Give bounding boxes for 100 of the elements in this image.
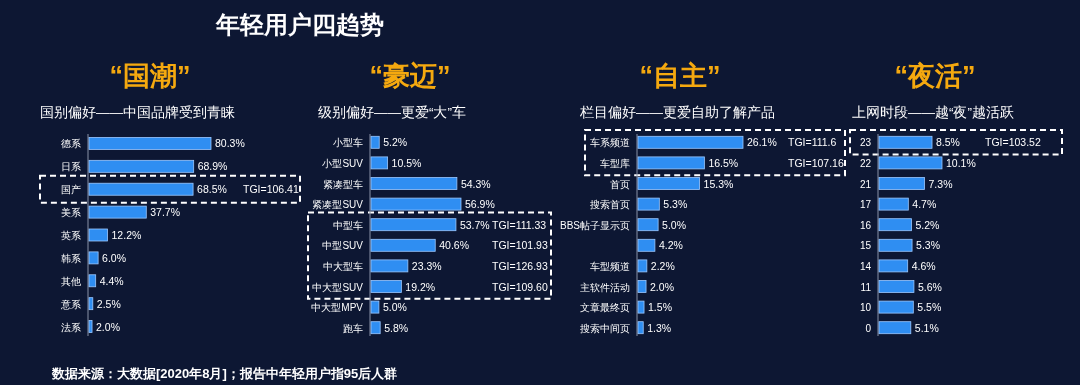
- y-tick-label: 16: [859, 219, 872, 231]
- y-tick-label: 10: [859, 302, 872, 314]
- y-tick-label: 中大型SUV: [312, 281, 364, 293]
- bar: [637, 135, 744, 149]
- text: TGI=103.52: [985, 136, 1041, 149]
- y-tick-label: 英系: [61, 230, 81, 241]
- bar: [878, 259, 909, 273]
- bar: [370, 156, 389, 170]
- data-label: 23.3%: [411, 259, 442, 272]
- bar: [637, 321, 644, 335]
- y-tick-label: 德系: [61, 138, 81, 150]
- y-tick-label: 法系: [61, 321, 81, 333]
- data-label: 10.5%: [391, 156, 422, 169]
- bar: [370, 280, 402, 293]
- y-tick-label: 车型库: [600, 157, 630, 169]
- bar: [637, 218, 659, 232]
- y-tick-label: 23: [859, 137, 872, 149]
- y-tick-label: 中大型MPV: [311, 302, 364, 314]
- data-label: 1.3%: [647, 321, 672, 334]
- y-tick-label: 中大型车: [323, 260, 363, 272]
- bar: [370, 259, 409, 273]
- data-label: 16.5%: [708, 156, 739, 169]
- y-tick-label: 文章最终页: [580, 302, 630, 314]
- y-tick-label: 其他: [61, 275, 81, 287]
- text: TGI=107.16: [788, 156, 844, 169]
- y-tick-label: 小型SUV: [322, 157, 364, 169]
- data-label: 4.2%: [658, 239, 683, 252]
- y-tick-label: 14: [859, 260, 872, 272]
- data-label: 54.3%: [460, 177, 491, 190]
- data-label: 56.9%: [465, 198, 495, 211]
- y-tick-label: 22: [859, 157, 872, 169]
- data-label: 6.0%: [102, 251, 127, 264]
- y-tick-label: 21: [859, 178, 872, 190]
- bar: [637, 156, 705, 170]
- data-label: 5.3%: [663, 198, 688, 211]
- data-label: 5.5%: [917, 301, 942, 314]
- bar: [637, 177, 700, 190]
- y-tick-label: 17: [859, 199, 872, 211]
- bar: [370, 177, 458, 190]
- text: TGI=101.93: [492, 239, 548, 252]
- data-label: 2.0%: [650, 280, 674, 293]
- bar: [88, 205, 147, 219]
- chart-subtitle: 栏目偏好——更爱自助了解产品: [579, 105, 775, 120]
- bar: [878, 177, 925, 190]
- y-tick-label: 中型车: [333, 219, 363, 231]
- data-label: 5.0%: [382, 301, 407, 314]
- data-label: 2.0%: [96, 320, 120, 333]
- data-label: 2.2%: [650, 259, 675, 272]
- bar: [878, 238, 913, 252]
- data-label: 19.2%: [405, 280, 436, 293]
- y-tick-label: 小型车: [333, 137, 363, 149]
- y-tick-label: 车型频道: [590, 260, 630, 272]
- chart-title: “夜活”: [894, 61, 976, 91]
- y-tick-label: 搜索中间页: [580, 322, 630, 334]
- y-tick-label: 韩系: [61, 252, 81, 264]
- data-label: 2.5%: [96, 297, 121, 310]
- y-tick-label: 11: [860, 281, 872, 293]
- data-label: 80.3%: [215, 137, 245, 150]
- bar: [637, 300, 645, 314]
- text: TGI=111.6: [788, 136, 837, 149]
- bar: [878, 156, 943, 170]
- bar: [370, 197, 462, 211]
- bar: [637, 238, 656, 252]
- text: TGI=109.60: [492, 280, 548, 293]
- data-label: 68.5%: [197, 183, 227, 196]
- data-label: 68.9%: [197, 160, 228, 173]
- data-label: 5.1%: [914, 321, 939, 334]
- data-label: 5.6%: [917, 280, 942, 293]
- y-tick-label: 国产: [61, 184, 81, 196]
- y-tick-label: BBS帖子显示页: [559, 219, 630, 231]
- data-label: 5.8%: [384, 321, 409, 334]
- bar: [88, 320, 93, 333]
- data-label: 12.2%: [111, 229, 142, 241]
- bar: [370, 218, 457, 232]
- text: TGI=106.41: [243, 183, 299, 196]
- bar: [88, 251, 99, 265]
- data-label: 40.6%: [439, 239, 469, 252]
- chart-title: “自主”: [639, 61, 721, 91]
- data-label: 7.3%: [928, 177, 953, 190]
- bar: [637, 197, 660, 211]
- y-tick-label: 车系频道: [590, 137, 630, 149]
- source-note: 数据来源：大数据[2020年8月]；报告中年轻用户指95后人群: [51, 366, 398, 381]
- chart-title: “豪迈”: [369, 61, 451, 91]
- chart-subtitle: 上网时段——越“夜”越活跃: [852, 105, 1014, 120]
- y-tick-label: 意系: [60, 298, 81, 310]
- y-tick-label: 跑车: [343, 322, 363, 334]
- y-tick-label: 紧凑型车: [323, 178, 363, 190]
- y-tick-label: 首页: [610, 178, 630, 190]
- bar: [370, 238, 436, 252]
- bar: [370, 135, 380, 149]
- bar: [88, 137, 212, 150]
- data-label: 1.5%: [648, 301, 672, 314]
- data-label: 4.7%: [912, 198, 937, 211]
- y-tick-label: 中型SUV: [322, 240, 364, 252]
- data-label: 5.2%: [915, 218, 940, 231]
- y-tick-label: 紧凑型SUV: [312, 199, 364, 211]
- bar: [878, 135, 933, 149]
- bar: [370, 300, 380, 314]
- data-label: 15.3%: [703, 177, 734, 190]
- bar: [88, 159, 195, 173]
